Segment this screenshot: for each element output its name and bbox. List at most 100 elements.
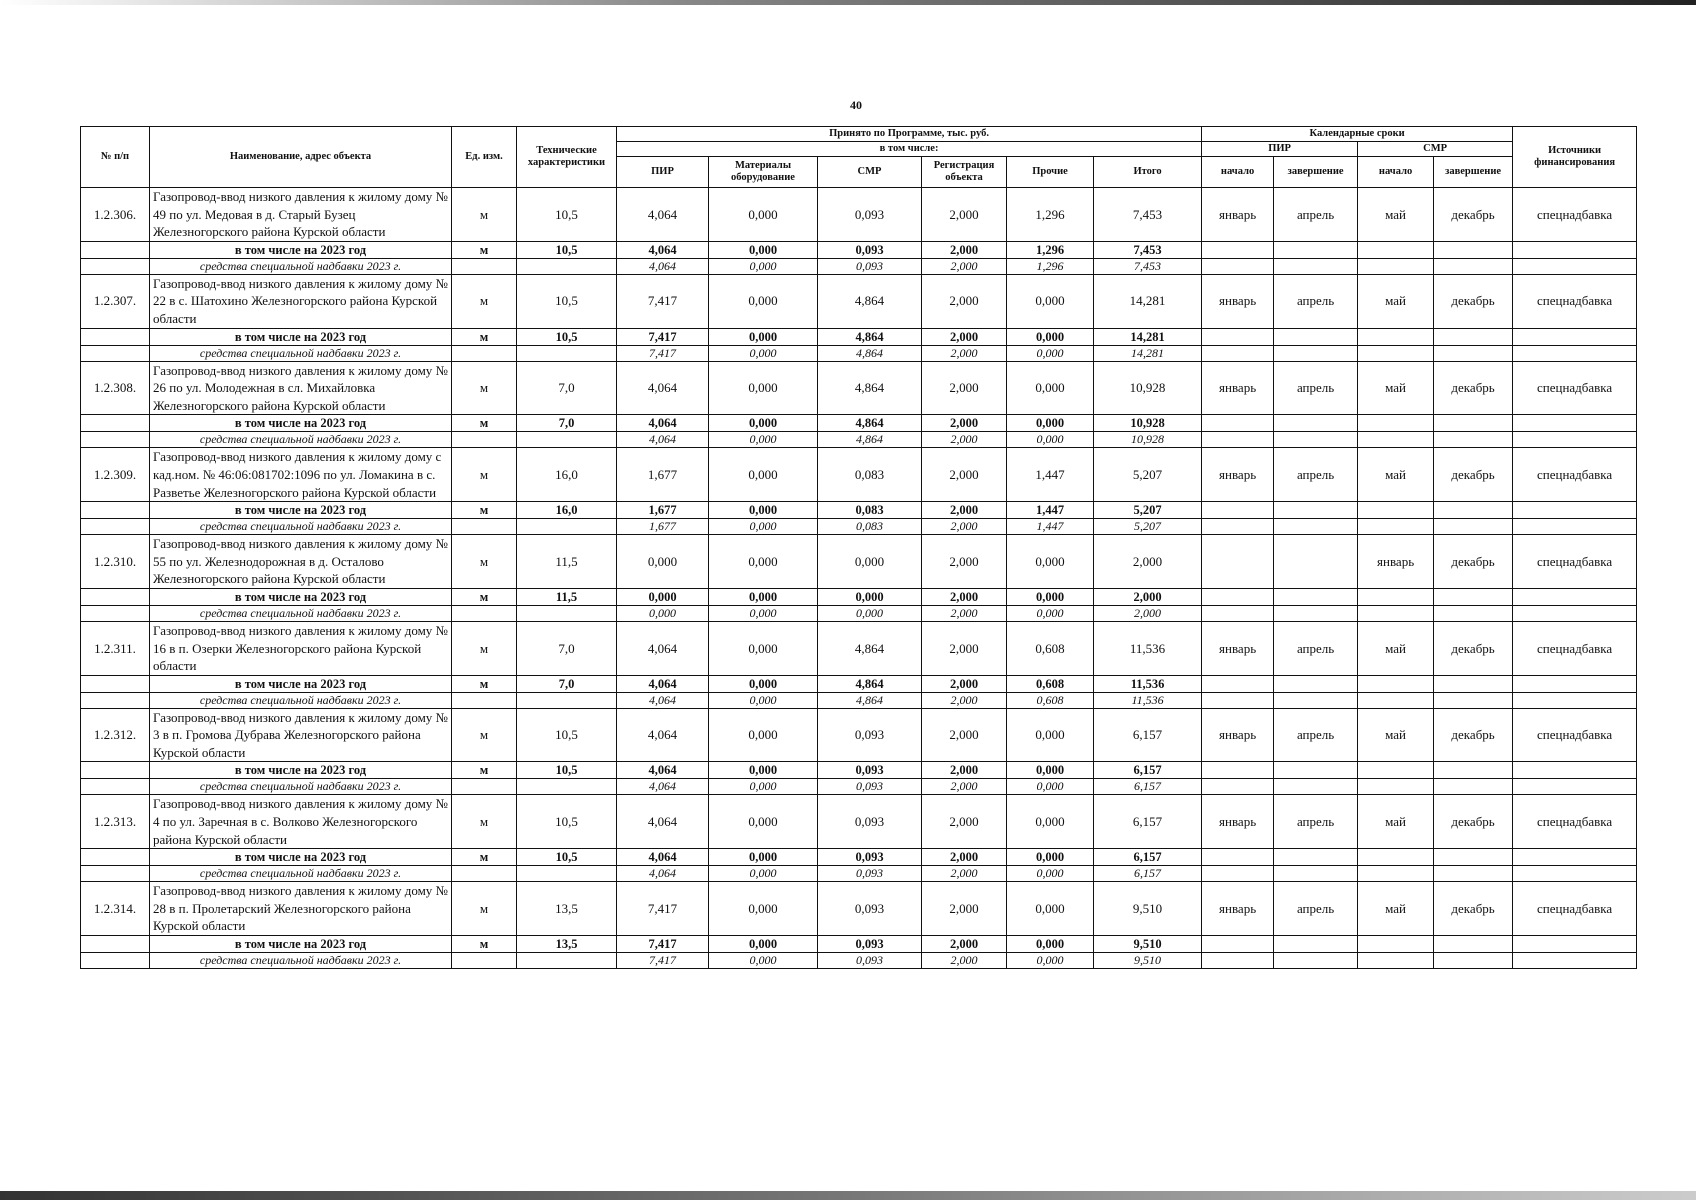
item-pir-2023: 4,064 [616, 240, 709, 259]
empty-cell [1512, 848, 1638, 867]
item-funding: спецнадбавка [1512, 620, 1638, 676]
item-mat-source: 0,000 [708, 257, 818, 275]
empty-cell [1201, 501, 1275, 520]
scan-edge-top [0, 0, 1696, 5]
item-pir: 0,000 [616, 534, 709, 589]
item-pir-source: 0,000 [616, 604, 709, 622]
empty-cell [1273, 778, 1359, 796]
item-reg-2023: 2,000 [921, 501, 1007, 520]
item-smr-start: май [1357, 620, 1435, 676]
header-other: Прочие [1006, 156, 1094, 188]
empty-cell [1201, 518, 1275, 536]
item-mat-2023: 0,000 [708, 848, 818, 867]
item-funding: спецнадбавка [1512, 794, 1638, 850]
table-row: 1.2.309. Газопровод-ввод низкого давления… [80, 447, 1638, 503]
item-total-source: 10,928 [1092, 431, 1203, 449]
item-other-2023: 0,000 [1006, 848, 1094, 867]
empty-cell [516, 604, 617, 622]
item-unit: м [451, 501, 517, 520]
item-other-2023: 0,000 [1006, 935, 1094, 954]
item-pir-2023: 4,064 [616, 414, 709, 433]
empty-cell [1433, 935, 1514, 954]
item-smr: 0,093 [817, 707, 922, 763]
item-tech: 11,5 [516, 534, 617, 589]
item-smr-2023: 4,864 [817, 414, 922, 433]
empty-cell [1357, 240, 1435, 259]
empty-cell [1433, 778, 1514, 796]
item-mat: 0,000 [708, 620, 818, 676]
item-reg-2023: 2,000 [921, 761, 1007, 780]
item-mat: 0,000 [708, 447, 818, 503]
empty-cell [1433, 501, 1514, 520]
item-pir-start [1201, 534, 1275, 589]
row-label-source: средства специальной надбавки 2023 г. [149, 778, 452, 796]
item-other: 0,000 [1006, 881, 1094, 937]
header-name: Наименование, адрес объекта [149, 126, 452, 188]
empty-cell [451, 691, 517, 709]
item-smr-start: май [1357, 794, 1435, 850]
item-smr-source: 0,083 [817, 518, 922, 536]
empty-cell [1512, 865, 1638, 883]
item-reg-2023: 2,000 [921, 587, 1007, 606]
empty-cell [1273, 848, 1359, 867]
item-unit: м [451, 794, 517, 850]
row-label-2023: в том числе на 2023 год [149, 761, 452, 780]
item-mat-source: 0,000 [708, 952, 818, 970]
item-funding: спецнадбавка [1512, 707, 1638, 763]
table-row: 1.2.314. Газопровод-ввод низкого давления… [80, 881, 1638, 937]
empty-cell [80, 344, 150, 362]
item-name: Газопровод-ввод низкого давления к жилом… [149, 620, 452, 676]
item-smr-start: январь [1357, 534, 1435, 589]
item-tech: 13,5 [516, 935, 617, 954]
item-smr: 4,864 [817, 360, 922, 416]
item-reg: 2,000 [921, 794, 1007, 850]
item-smr: 4,864 [817, 273, 922, 329]
item-mat-source: 0,000 [708, 344, 818, 362]
item-other-2023: 0,000 [1006, 761, 1094, 780]
empty-cell [1433, 587, 1514, 606]
item-pir-end: апрель [1273, 447, 1359, 503]
empty-cell [1357, 587, 1435, 606]
item-smr-source: 0,000 [817, 604, 922, 622]
empty-cell [451, 865, 517, 883]
empty-cell [516, 691, 617, 709]
item-reg: 2,000 [921, 881, 1007, 937]
item-funding: спецнадбавка [1512, 273, 1638, 329]
table-row-source: средства специальной надбавки 2023 г. 4,0… [80, 865, 1638, 883]
item-pir-start: январь [1201, 273, 1275, 329]
item-unit: м [451, 534, 517, 589]
item-smr-2023: 0,093 [817, 761, 922, 780]
table-row-source: средства специальной надбавки 2023 г. 7,4… [80, 344, 1638, 362]
empty-cell [1357, 952, 1435, 970]
item-other-source: 0,000 [1006, 604, 1094, 622]
header-materials: Материалы оборудование [708, 156, 818, 188]
table-row-2023: в том числе на 2023 год м 11,5 0,000 0,000 0,… [80, 587, 1638, 606]
item-tech: 10,5 [516, 327, 617, 346]
header-pir-end: завершение [1273, 156, 1359, 188]
item-tech: 10,5 [516, 848, 617, 867]
empty-cell [1273, 257, 1359, 275]
header-total: Итого [1092, 156, 1203, 188]
empty-cell [1512, 257, 1638, 275]
header-including: в том числе: [615, 141, 1203, 157]
empty-cell [1512, 935, 1638, 954]
item-pir: 4,064 [616, 187, 709, 242]
header-registration: Регистрация объекта [921, 156, 1007, 188]
header-smr-end: завершение [1433, 156, 1514, 188]
table-row: 1.2.311. Газопровод-ввод низкого давления… [80, 620, 1638, 676]
program-table: № п/п Наименование, адрес объекта Ед. из… [80, 126, 1638, 970]
item-unit: м [451, 187, 517, 242]
empty-cell [1433, 674, 1514, 693]
item-number: 1.2.309. [80, 447, 150, 503]
item-unit: м [451, 935, 517, 954]
table-row-source: средства специальной надбавки 2023 г. 4,0… [80, 778, 1638, 796]
item-mat-2023: 0,000 [708, 935, 818, 954]
empty-cell [1273, 240, 1359, 259]
item-other-2023: 0,608 [1006, 674, 1094, 693]
item-pir-start: январь [1201, 620, 1275, 676]
row-label-2023: в том числе на 2023 год [149, 240, 452, 259]
header-smr: СМР [817, 156, 922, 188]
item-reg-source: 2,000 [921, 865, 1007, 883]
empty-cell [80, 848, 150, 867]
empty-cell [1357, 848, 1435, 867]
